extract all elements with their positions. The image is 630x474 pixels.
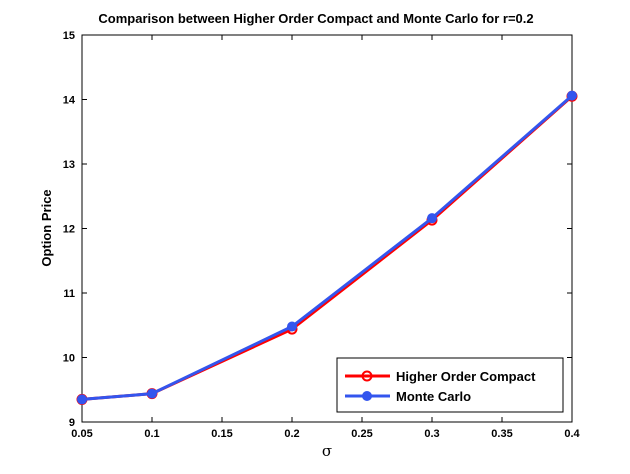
x-tick-label: 0.3	[424, 428, 439, 440]
legend-marker-higher-order-compact	[361, 370, 373, 382]
series-layer	[76, 90, 578, 405]
y-tick-label: 12	[63, 224, 75, 236]
legend: Higher Order Compact Monte Carlo	[336, 357, 564, 413]
x-tick-label: 0.25	[351, 428, 372, 440]
legend-label-higher-order-compact: Higher Order Compact	[396, 369, 536, 384]
x-axis-label: σ	[322, 442, 332, 460]
y-tick-label: 14	[63, 95, 76, 107]
legend-marker-monte-carlo	[362, 391, 372, 401]
y-axis-ticks: 9 10 11 12 13 14 15	[63, 30, 572, 429]
x-axis-ticks: 0.05 0.1 0.15 0.2 0.25 0.3 0.35 0.4	[71, 35, 581, 440]
data-point-monte-carlo	[287, 321, 297, 332]
legend-box	[336, 357, 564, 413]
data-point-monte-carlo	[567, 90, 577, 101]
data-point-monte-carlo	[77, 394, 87, 405]
data-point-monte-carlo	[147, 388, 157, 399]
y-tick-label: 9	[69, 417, 75, 429]
x-tick-label: 0.35	[491, 428, 512, 440]
y-tick-label: 15	[63, 30, 75, 42]
x-tick-label: 0.2	[284, 428, 299, 440]
y-tick-label: 11	[63, 288, 75, 300]
data-point-monte-carlo	[427, 213, 437, 224]
y-tick-label: 10	[63, 353, 75, 365]
y-tick-label: 13	[63, 159, 75, 171]
legend-label-monte-carlo: Monte Carlo	[396, 389, 471, 404]
x-tick-label: 0.15	[211, 428, 232, 440]
chart-title: Comparison between Higher Order Compact …	[98, 11, 533, 26]
x-tick-label: 0.1	[144, 428, 159, 440]
y-axis-label: Option Price	[39, 189, 54, 266]
x-tick-label: 0.05	[71, 428, 92, 440]
x-tick-label: 0.4	[564, 428, 580, 440]
